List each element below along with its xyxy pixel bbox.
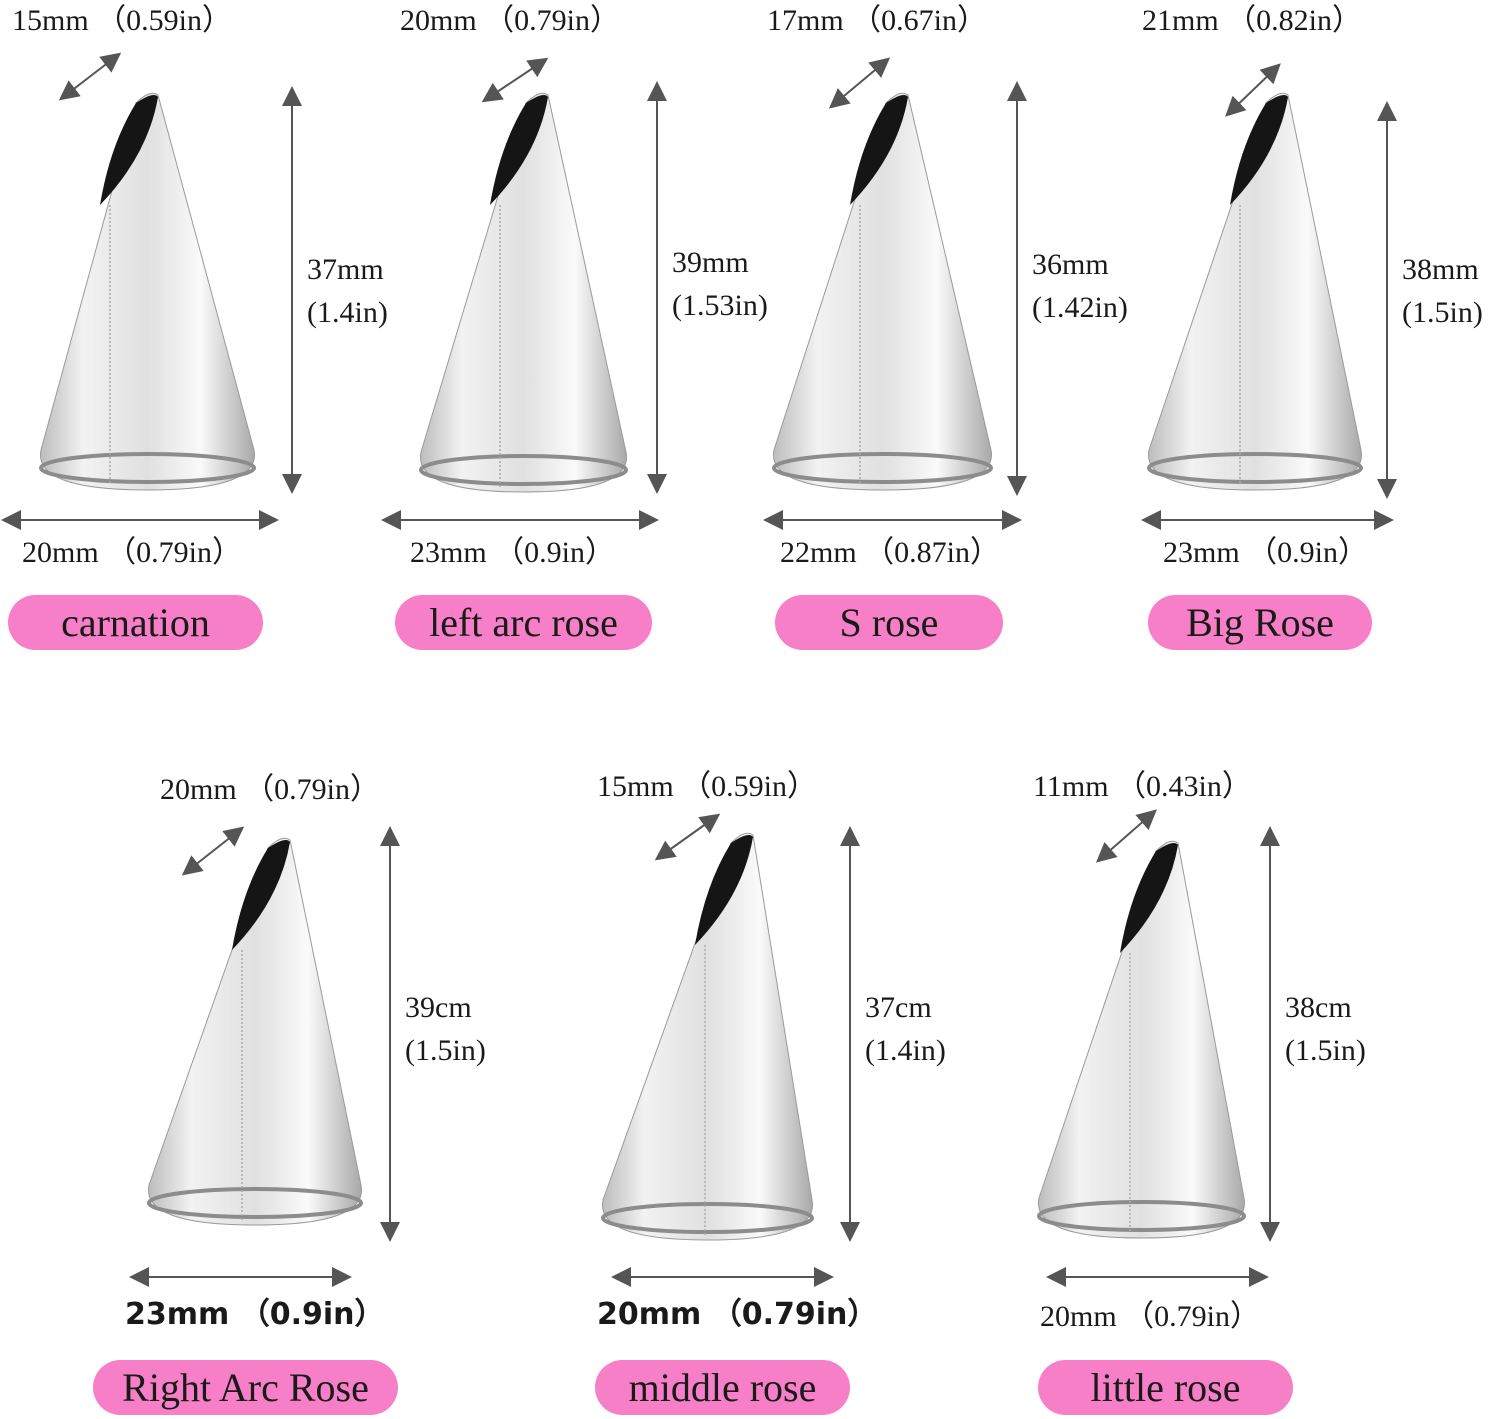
tip-name-badge: little rose <box>1038 1360 1293 1415</box>
piping-tip-base-rim <box>772 452 993 484</box>
piping-tip-base-rim <box>601 1202 814 1234</box>
opening-width-arrow <box>481 57 549 103</box>
height-mm-label: 38mm <box>1402 253 1479 286</box>
tip-name-badge: Big Rose <box>1148 595 1372 650</box>
piping-tip-opening <box>1230 95 1288 205</box>
base-size-label: 23mm （0.9in） <box>125 1297 385 1332</box>
opening-width-arrow <box>181 826 245 876</box>
base-size-label: 23mm （0.9in） <box>1163 536 1369 569</box>
tip-name-badge: Right Arc Rose <box>93 1360 398 1415</box>
piping-tip-cone <box>40 92 255 491</box>
height-in-label: (1.42in) <box>1032 291 1128 324</box>
piping-tip-base-rim <box>147 1187 363 1219</box>
piping-tip-opening <box>1120 843 1178 953</box>
opening-width-arrow <box>1225 63 1281 117</box>
tip-name-badge: middle rose <box>595 1360 850 1415</box>
piping-tip-base-rim <box>419 454 628 486</box>
height-in-label: (1.53in) <box>672 289 768 322</box>
base-size-label: 20mm （0.79in） <box>22 536 243 569</box>
piping-tip-opening <box>490 95 548 205</box>
tip-name-badge: carnation <box>8 595 263 650</box>
opening-width-arrow <box>1095 809 1158 863</box>
opening-size-label: 11mm （0.43in） <box>1033 770 1252 803</box>
height-mm-label: 37cm <box>865 991 932 1024</box>
piping-tip-base-rim <box>1147 452 1363 484</box>
piping-tip-opening <box>695 835 753 945</box>
opening-size-label: 20mm （0.79in） <box>160 773 381 806</box>
base-size-label: 20mm （0.79in） <box>597 1297 878 1332</box>
opening-size-label: 15mm （0.59in） <box>597 770 818 803</box>
base-size-label: 20mm （0.79in） <box>1040 1300 1261 1333</box>
tip-name-badge: left arc rose <box>395 595 652 650</box>
height-mm-label: 36mm <box>1032 248 1109 281</box>
height-mm-label: 39cm <box>405 991 472 1024</box>
opening-size-label: 17mm （0.67in） <box>767 4 988 37</box>
height-mm-label: 37mm <box>307 253 384 286</box>
piping-tip-opening <box>232 840 290 950</box>
height-in-label: (1.4in) <box>307 296 388 329</box>
tip-name-badge: S rose <box>775 595 1003 650</box>
height-mm-label: 38cm <box>1285 991 1352 1024</box>
piping-tip-base-rim <box>1037 1200 1246 1232</box>
opening-width-arrow <box>58 52 122 101</box>
piping-tip-opening <box>100 95 158 205</box>
opening-width-arrow <box>654 813 721 861</box>
height-in-label: (1.5in) <box>405 1034 486 1067</box>
opening-size-label: 20mm （0.79in） <box>400 4 621 37</box>
opening-size-label: 21mm （0.82in） <box>1142 4 1363 37</box>
height-in-label: (1.5in) <box>1285 1034 1366 1067</box>
piping-tip-opening <box>850 95 908 205</box>
opening-width-arrow <box>828 57 891 109</box>
piping-tip-base-rim <box>39 452 256 484</box>
opening-size-label: 15mm （0.59in） <box>12 4 233 37</box>
base-size-label: 23mm （0.9in） <box>410 536 616 569</box>
base-size-label: 22mm （0.87in） <box>780 536 1001 569</box>
height-in-label: (1.4in) <box>865 1034 946 1067</box>
height-in-label: (1.5in) <box>1402 296 1483 329</box>
height-mm-label: 39mm <box>672 246 749 279</box>
